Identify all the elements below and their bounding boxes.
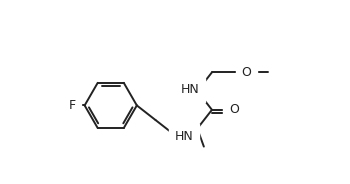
Text: O: O (241, 66, 251, 79)
Text: HN: HN (175, 130, 194, 143)
Text: F: F (68, 99, 76, 112)
Text: O: O (229, 103, 239, 116)
Text: HN: HN (181, 83, 200, 96)
